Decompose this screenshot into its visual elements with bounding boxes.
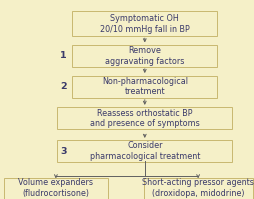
FancyBboxPatch shape [72, 45, 217, 67]
FancyBboxPatch shape [144, 178, 253, 199]
Text: Symptomatic OH
20/10 mmHg fall in BP: Symptomatic OH 20/10 mmHg fall in BP [100, 14, 190, 34]
FancyBboxPatch shape [72, 76, 217, 98]
Text: 3: 3 [60, 147, 67, 156]
Text: Volume expanders
(fludrocortisone): Volume expanders (fludrocortisone) [18, 178, 93, 198]
Text: 1: 1 [60, 51, 67, 60]
Text: Remove
aggravating factors: Remove aggravating factors [105, 46, 184, 66]
FancyBboxPatch shape [57, 107, 232, 129]
FancyBboxPatch shape [57, 140, 232, 162]
FancyBboxPatch shape [72, 11, 217, 36]
Text: Reassess orthostatic BP
and presence of symptoms: Reassess orthostatic BP and presence of … [90, 108, 200, 128]
Text: Consider
pharmacological treatment: Consider pharmacological treatment [90, 141, 200, 161]
Text: Short-acting pressor agents
(droxidopa, midodrine): Short-acting pressor agents (droxidopa, … [142, 178, 254, 198]
FancyBboxPatch shape [4, 178, 108, 199]
Text: Non-pharmacological
treatment: Non-pharmacological treatment [102, 77, 188, 97]
Text: 2: 2 [60, 82, 67, 91]
